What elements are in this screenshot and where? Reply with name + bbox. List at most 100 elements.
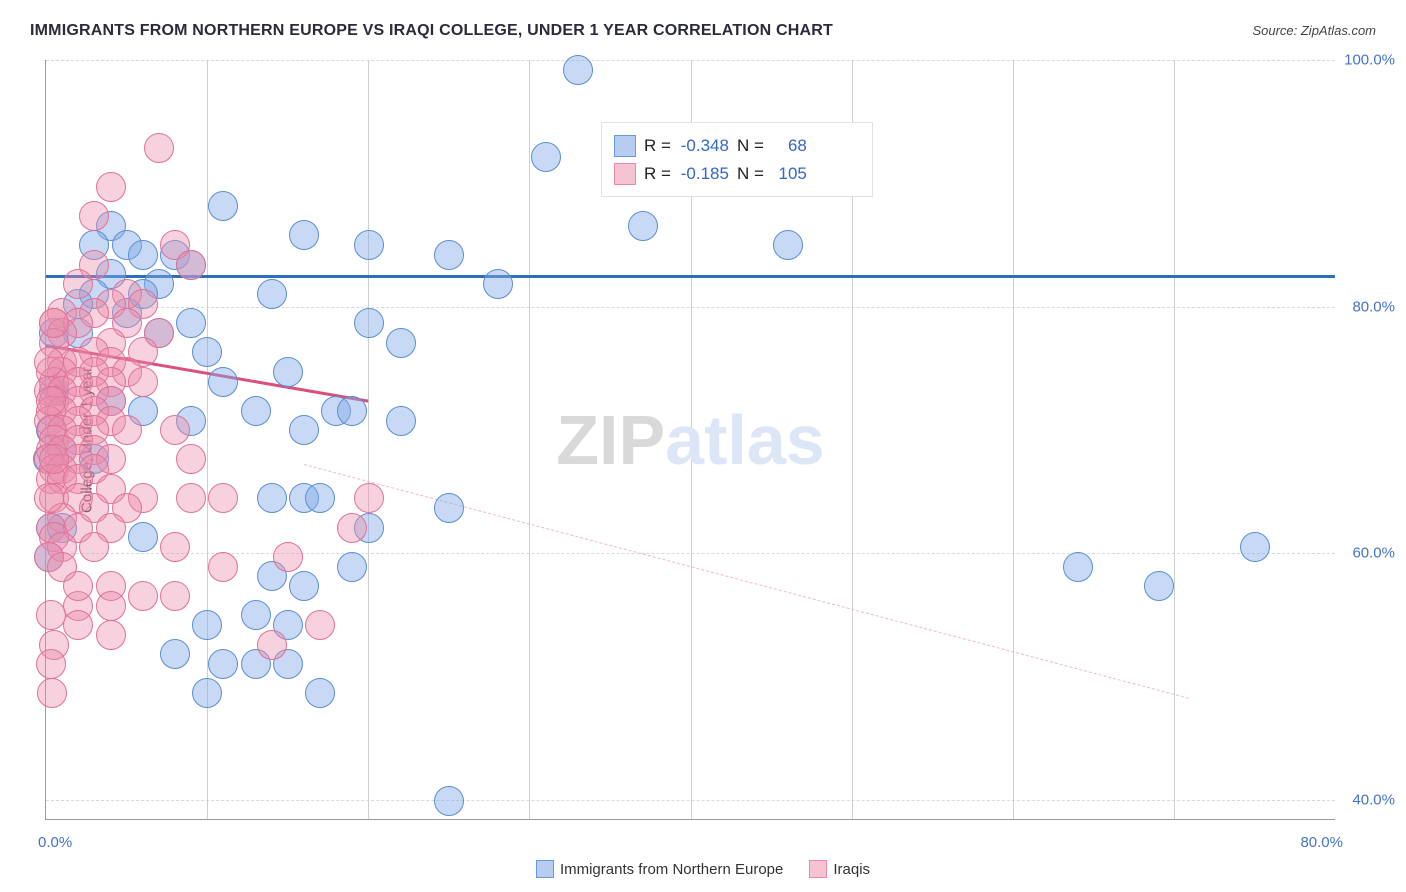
data-point-blue-3[interactable] xyxy=(289,220,319,250)
data-point-pink-47[interactable] xyxy=(112,415,142,445)
legend-n-pink: 105 xyxy=(772,164,807,184)
bottom-legend-blue[interactable]: Immigrants from Northern Europe xyxy=(536,860,783,878)
pink-swatch-icon xyxy=(809,860,827,878)
data-point-pink-31[interactable] xyxy=(128,367,158,397)
data-point-pink-99[interactable] xyxy=(39,308,69,338)
data-point-pink-60[interactable] xyxy=(176,444,206,474)
data-point-pink-82[interactable] xyxy=(128,581,158,611)
legend-swatch-blue xyxy=(614,135,636,157)
xtick-2 xyxy=(368,60,369,819)
data-point-blue-6[interactable] xyxy=(128,240,158,270)
xtick-3 xyxy=(529,60,530,819)
data-point-blue-29[interactable] xyxy=(208,367,238,397)
bottom-legend-pink[interactable]: Iraqis xyxy=(809,860,870,878)
data-point-pink-102[interactable] xyxy=(39,444,69,474)
data-point-pink-4[interactable] xyxy=(176,250,206,280)
data-point-blue-26[interactable] xyxy=(192,337,222,367)
ytick-80: 80.0% xyxy=(1352,298,1395,315)
data-point-blue-35[interactable] xyxy=(241,396,271,426)
data-point-blue-65[interactable] xyxy=(1144,571,1174,601)
data-point-pink-90[interactable] xyxy=(337,513,367,543)
data-point-pink-103[interactable] xyxy=(34,483,64,513)
data-point-blue-20[interactable] xyxy=(773,230,803,260)
data-point-blue-57[interactable] xyxy=(241,600,271,630)
data-point-blue-63[interactable] xyxy=(305,678,335,708)
data-point-pink-87[interactable] xyxy=(96,620,126,650)
data-point-pink-84[interactable] xyxy=(36,600,66,630)
data-point-blue-19[interactable] xyxy=(628,211,658,241)
data-point-pink-92[interactable] xyxy=(63,571,93,601)
x-max-label: 80.0% xyxy=(1300,834,1343,851)
source-label: Source: ZipAtlas.com xyxy=(1252,23,1376,38)
data-point-pink-2[interactable] xyxy=(79,201,109,231)
data-point-blue-64[interactable] xyxy=(192,678,222,708)
data-point-pink-95[interactable] xyxy=(160,581,190,611)
data-point-blue-44[interactable] xyxy=(257,483,287,513)
bottom-legend-blue-label: Immigrants from Northern Europe xyxy=(560,861,783,878)
data-point-blue-2[interactable] xyxy=(208,191,238,221)
data-point-blue-22[interactable] xyxy=(483,269,513,299)
chart-title: IMMIGRANTS FROM NORTHERN EUROPE VS IRAQI… xyxy=(30,22,833,40)
data-point-pink-98[interactable] xyxy=(305,610,335,640)
data-point-pink-97[interactable] xyxy=(257,630,287,660)
data-point-pink-1[interactable] xyxy=(96,172,126,202)
data-point-blue-48[interactable] xyxy=(434,493,464,523)
legend-row-pink: R = -0.185 N = 105 xyxy=(614,163,860,185)
data-point-blue-1[interactable] xyxy=(531,142,561,172)
data-point-blue-59[interactable] xyxy=(160,639,190,669)
data-point-pink-93[interactable] xyxy=(96,591,126,621)
data-point-pink-80[interactable] xyxy=(176,483,206,513)
data-point-pink-85[interactable] xyxy=(208,483,238,513)
trendline-blue xyxy=(46,275,1335,278)
xtick-7 xyxy=(1174,60,1175,819)
data-point-blue-66[interactable] xyxy=(1240,532,1270,562)
bottom-legend-pink-label: Iraqis xyxy=(833,861,870,878)
data-point-pink-89[interactable] xyxy=(273,542,303,572)
data-point-blue-55[interactable] xyxy=(337,552,367,582)
correlation-legend: R = -0.348 N = 68 R = -0.185 N = 105 xyxy=(601,122,873,197)
data-point-pink-91[interactable] xyxy=(36,649,66,679)
legend-r-pink: -0.185 xyxy=(679,164,729,184)
data-point-blue-42[interactable] xyxy=(386,406,416,436)
data-point-blue-54[interactable] xyxy=(289,571,319,601)
data-point-blue-56[interactable] xyxy=(192,610,222,640)
data-point-blue-60[interactable] xyxy=(208,649,238,679)
data-point-blue-18[interactable] xyxy=(176,308,206,338)
bottom-legend: Immigrants from Northern Europe Iraqis xyxy=(0,860,1406,878)
data-point-pink-59[interactable] xyxy=(160,415,190,445)
data-point-pink-0[interactable] xyxy=(144,133,174,163)
data-point-blue-46[interactable] xyxy=(305,483,335,513)
ytick-100: 100.0% xyxy=(1344,52,1395,69)
data-point-pink-101[interactable] xyxy=(36,386,66,416)
chart-container: IMMIGRANTS FROM NORTHERN EUROPE VS IRAQI… xyxy=(0,0,1406,892)
x-min-label: 0.0% xyxy=(38,834,72,851)
xtick-6 xyxy=(1013,60,1014,819)
data-point-blue-67[interactable] xyxy=(1063,552,1093,582)
legend-n-blue: 68 xyxy=(772,136,807,156)
data-point-pink-104[interactable] xyxy=(354,483,384,513)
data-point-blue-9[interactable] xyxy=(354,230,384,260)
data-point-blue-28[interactable] xyxy=(386,328,416,358)
ytick-40: 40.0% xyxy=(1352,792,1395,809)
chart-header: IMMIGRANTS FROM NORTHERN EUROPE VS IRAQI… xyxy=(30,22,1376,40)
data-point-blue-36[interactable] xyxy=(289,415,319,445)
legend-row-blue: R = -0.348 N = 68 xyxy=(614,135,860,157)
data-point-blue-68[interactable] xyxy=(434,786,464,816)
data-point-blue-30[interactable] xyxy=(273,357,303,387)
data-point-blue-15[interactable] xyxy=(257,279,287,309)
data-point-pink-96[interactable] xyxy=(37,678,67,708)
data-point-blue-27[interactable] xyxy=(354,308,384,338)
plot-area: 100.0% 80.0% 60.0% 40.0% College, Under … xyxy=(45,60,1335,820)
data-point-blue-41[interactable] xyxy=(337,396,367,426)
legend-swatch-pink xyxy=(614,163,636,185)
data-point-pink-94[interactable] xyxy=(208,552,238,582)
data-point-pink-100[interactable] xyxy=(34,347,64,377)
data-point-pink-79[interactable] xyxy=(160,532,190,562)
ytick-60: 60.0% xyxy=(1352,545,1395,562)
data-point-blue-21[interactable] xyxy=(434,240,464,270)
data-point-blue-51[interactable] xyxy=(128,522,158,552)
data-point-pink-86[interactable] xyxy=(63,610,93,640)
data-point-pink-76[interactable] xyxy=(79,532,109,562)
data-point-pink-6[interactable] xyxy=(63,269,93,299)
data-point-blue-0[interactable] xyxy=(563,55,593,85)
